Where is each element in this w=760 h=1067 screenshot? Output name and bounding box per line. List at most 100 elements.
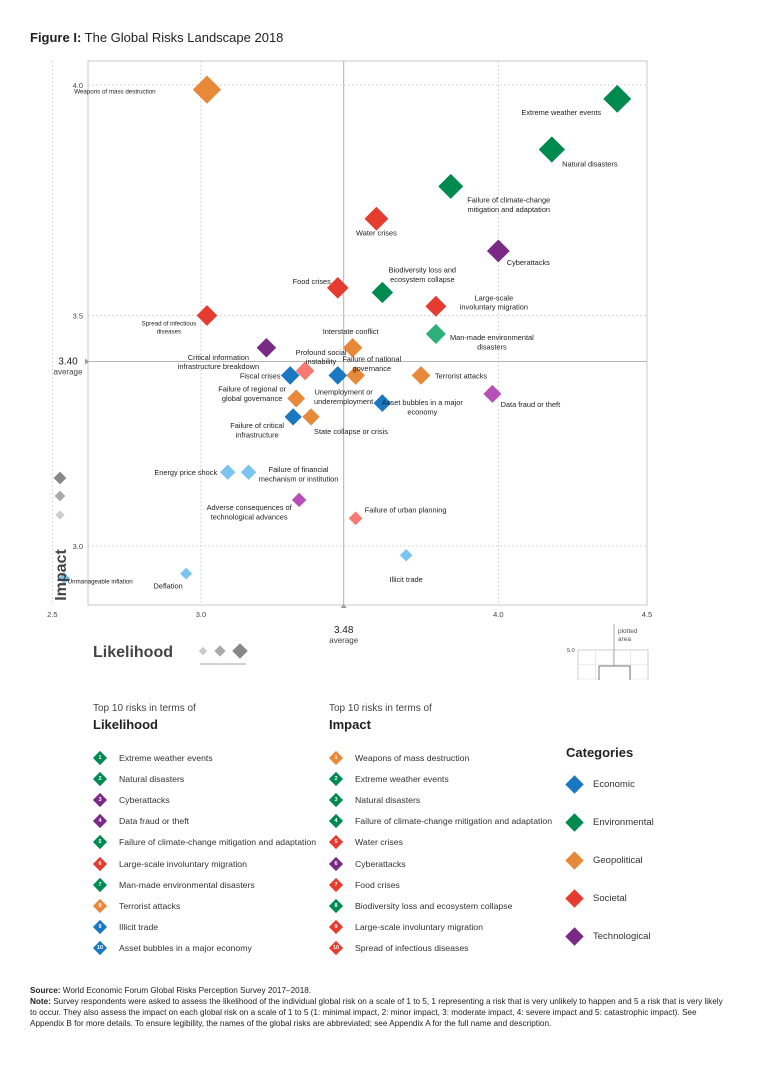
risk-point [364,206,389,231]
y-tick-label: 4.0 [73,81,83,90]
point-label: Energy price shock [154,468,217,477]
risk-point [425,295,447,317]
rank-badge: 6 [92,856,108,871]
likelihood-list-header: Top 10 risks in terms of Likelihood [93,703,196,732]
likelihood-size-marker [198,646,208,656]
risk-point [220,464,236,480]
rank-number: 7 [98,881,102,888]
risk-point [371,281,394,304]
rank-label: Spread of infectious diseases [355,943,469,954]
inset-label-area: area [618,636,631,643]
point-label: Extreme weather events [521,108,601,117]
point-label: Weapons of mass destruction [74,89,156,96]
likelihood-item: 9 Illicit trade [92,917,316,938]
impact-size-marker [55,510,65,520]
likelihood-list: 1 Extreme weather events 2 Natural disaster… [92,747,316,959]
point-label: Large-scale involuntary migration [460,293,528,311]
point-label: Critical information infrastructure break… [178,353,259,371]
rank-badge: 5 [92,835,108,850]
rank-label: Terrorist attacks [119,900,181,911]
point-label: Adverse consequences of technological adv… [207,503,293,521]
risk-point [348,511,363,526]
rank-badge: 4 [328,814,344,829]
point-label: Fiscal crises [240,371,281,380]
point-label: Failure of regional or global governance [218,384,286,402]
risk-point [603,84,632,113]
figure-title-text: The Global Risks Landscape 2018 [84,30,284,45]
categories-header: Categories [566,745,634,760]
impact-item: 3 Natural disasters [328,789,552,810]
impact-size-marker [53,471,67,485]
rank-number: 1 [98,754,102,761]
point-label: Failure of critical infrastructure [230,421,284,439]
likelihood-item: 6 Large-scale involuntary migration [92,853,316,874]
rank-badge: 1 [328,750,344,765]
risk-point [256,337,277,358]
impact-list: 1 Weapons of mass destruction 2 Extreme wea… [328,747,553,959]
impact-item: 5 Water crises [328,832,552,853]
likelihood-size-marker [232,643,248,659]
risk-point [180,567,193,580]
likelihood-item: 1 Extreme weather events [92,747,316,768]
average-likelihood-value: 3.48 [334,625,354,636]
point-label: Spread of infectious diseases [142,321,197,336]
category-label: Societal [593,893,627,904]
x-axis-title: Likelihood [93,644,173,661]
plot-frame [87,60,648,606]
rank-label: Data fraud or theft [119,816,190,827]
rank-label: Cyberattacks [355,858,406,869]
category-label: Geopolitical [593,855,643,866]
rank-badge: 9 [92,920,108,935]
category-swatch [565,775,584,794]
impact-list-header: Top 10 risks in terms of Impact [329,703,432,732]
point-label: Failure of financial mechanism or institu… [259,465,339,483]
rank-badge: 5 [328,835,344,850]
risk-point [192,75,222,104]
rank-badge: 3 [92,792,108,808]
risk-point [411,366,431,385]
impact-item: 9 Large-scale involuntary migration [328,917,552,938]
rank-label: Cyberattacks [119,794,170,805]
likelihood-item: 8 Terrorist attacks [92,895,316,916]
category-technological: Technological [565,927,651,946]
rank-label: Failure of climate-change mitigation and… [355,816,553,827]
category-societal: Societal [565,889,627,908]
risk-point [483,384,502,403]
rank-badge: 3 [328,792,344,808]
rank-number: 8 [98,902,102,909]
category-geopolitical: Geopolitical [565,851,643,870]
rank-label: Extreme weather events [119,752,213,763]
rank-number: 7 [334,881,338,888]
likelihood-header-small: Top 10 risks in terms of [93,703,196,714]
y-tick-label: 3.5 [73,312,83,321]
rank-number: 9 [334,924,338,931]
rank-number: 4 [98,818,102,825]
impact-header-small: Top 10 risks in terms of [329,703,432,714]
rank-number: 6 [98,860,102,867]
rank-badge: 6 [328,856,344,871]
rank-label: Illicit trade [119,922,159,933]
point-label: Failure of urban planning [365,505,447,514]
likelihood-item: 4 Data fraud or theft [92,811,316,832]
point-label: State collapse or crisis [314,427,388,436]
point-label: Unmanageable inflation [68,578,134,585]
rank-label: Natural disasters [355,794,421,805]
rank-number: 3 [334,796,338,803]
point-label: Illicit trade [390,575,423,584]
average-impact-value: 3.40 [58,357,78,368]
likelihood-item: 2 Natural disasters [92,768,316,789]
y-axis-title: Impact [53,549,70,601]
rank-label: Biodiversity loss and ecosystem collapse [355,900,513,911]
inset-label-plotted: plotted [618,628,638,635]
rank-number: 2 [334,775,338,782]
risk-point [425,323,446,344]
x-tick-label: 2.5 [47,610,57,619]
rank-number: 2 [98,775,102,782]
point-label: Asset bubbles in a major economy [382,398,463,416]
rank-badge: 10 [92,941,108,956]
rank-number: 10 [332,945,340,952]
source-text: World Economic Forum Global Risks Percep… [62,986,312,995]
rank-number: 3 [98,796,102,803]
rank-label: Food crises [355,879,400,890]
point-label: Biodiversity loss and ecosystem collapse [389,265,456,283]
